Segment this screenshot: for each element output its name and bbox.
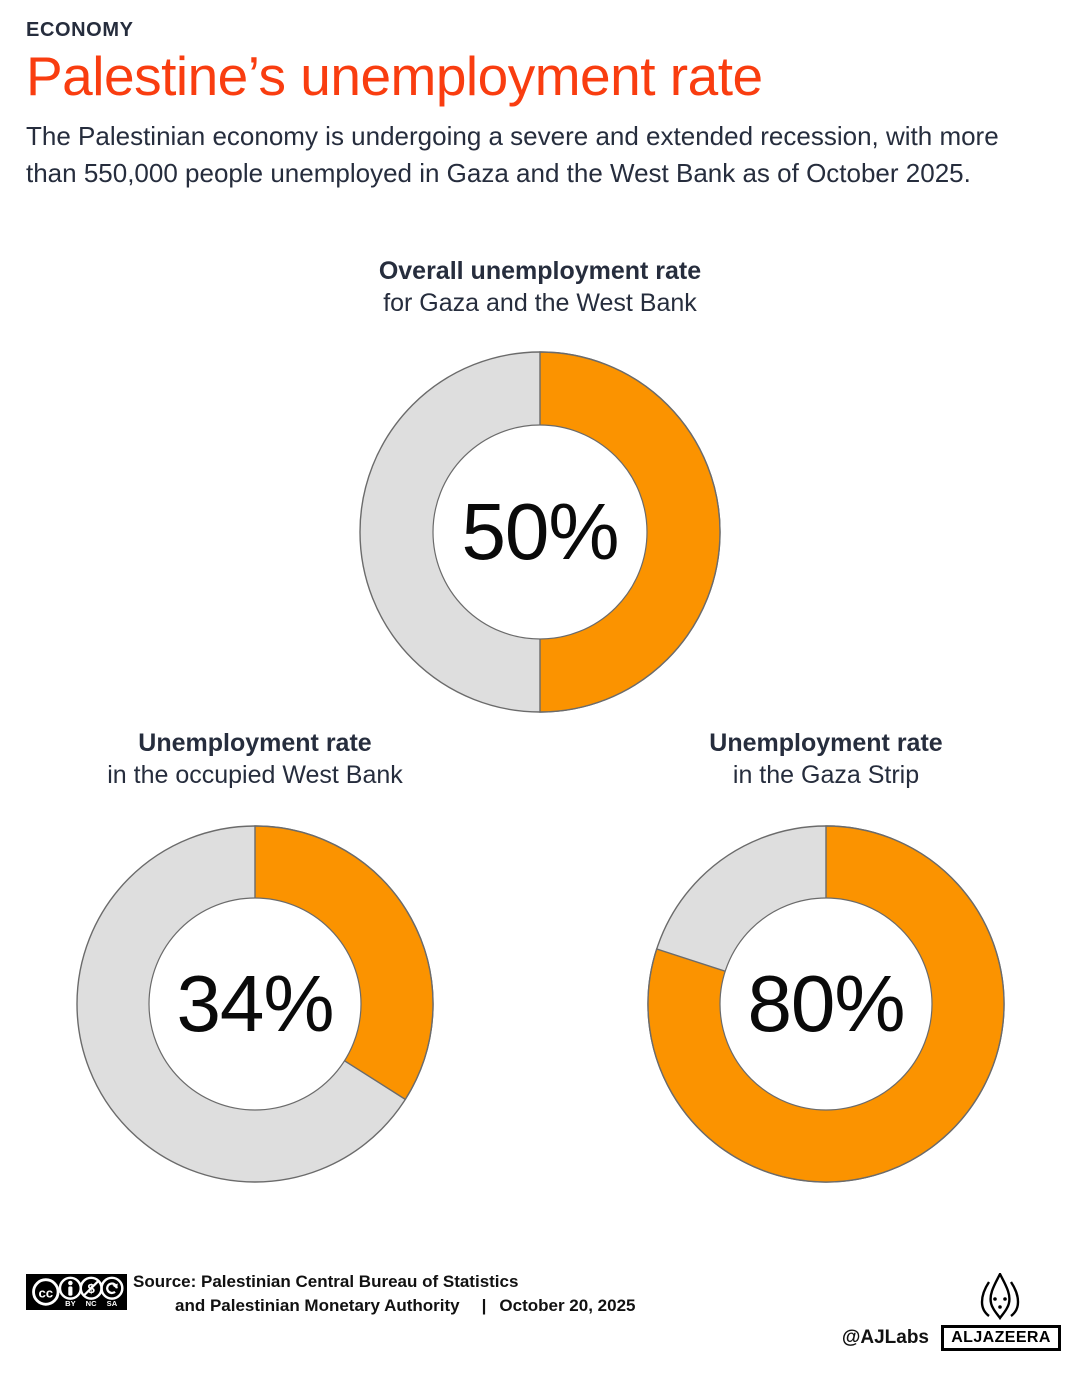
- creative-commons-license-icon: cc BY $ NC SA: [26, 1274, 127, 1310]
- aljazeera-logo: ALJAZEERA: [941, 1273, 1061, 1351]
- page-title: Palestine’s unemployment rate: [26, 45, 763, 107]
- chart-title-main: Overall unemployment rate: [378, 257, 702, 285]
- source-line-2: and Palestinian Monetary Authority: [175, 1296, 460, 1316]
- donut-chart-overall: Overall unemployment rate for Gaza and t…: [290, 255, 790, 714]
- donut-svg-west-bank: [76, 825, 434, 1183]
- chart-title-west-bank: Unemployment rate in the occupied West B…: [55, 727, 455, 791]
- section-kicker: ECONOMY: [26, 19, 134, 41]
- donut-chart-gaza: Unemployment rate in the Gaza Strip 80%: [626, 727, 1026, 1184]
- aljazeera-calligraphy-icon: [980, 1273, 1020, 1321]
- header: ECONOMY Palestine’s unemployment rate Th…: [26, 18, 1056, 193]
- source-attribution: Source: Palestinian Central Bureau of St…: [133, 1270, 635, 1318]
- ajlabs-handle: @AJLabs: [841, 1327, 929, 1348]
- svg-text:NC: NC: [86, 1299, 97, 1308]
- donut-hole: [148, 897, 362, 1111]
- chart-title-overall: Overall unemployment rate for Gaza and t…: [290, 255, 790, 319]
- svg-text:cc: cc: [38, 1286, 53, 1301]
- svg-text:BY: BY: [65, 1299, 75, 1308]
- cc-badge-svg: cc BY $ NC SA: [28, 1275, 125, 1309]
- footer: cc BY $ NC SA Source: Palestinian Centra…: [0, 1251, 1081, 1351]
- chart-title-sub: in the occupied West Bank: [107, 761, 403, 789]
- svg-text:SA: SA: [107, 1299, 118, 1308]
- donut-hole: [432, 424, 648, 640]
- donut-hole: [719, 897, 933, 1111]
- donut-graphic-overall: 50%: [358, 350, 722, 714]
- chart-title-main: Unemployment rate: [709, 729, 943, 757]
- donut-graphic-west-bank: 34%: [75, 824, 435, 1184]
- donut-graphic-gaza: 80%: [646, 824, 1006, 1184]
- chart-title-sub: for Gaza and the West Bank: [383, 289, 697, 317]
- brand-lockup: @AJLabs ALJAZEERA: [842, 1251, 1061, 1377]
- donut-svg-overall: [359, 351, 721, 713]
- page-standfirst: The Palestinian economy is undergoing a …: [26, 120, 999, 189]
- chart-title-sub: in the Gaza Strip: [732, 761, 920, 789]
- chart-title-gaza: Unemployment rate in the Gaza Strip: [626, 727, 1026, 791]
- donut-chart-west-bank: Unemployment rate in the occupied West B…: [55, 727, 455, 1184]
- publication-date: October 20, 2025: [499, 1296, 636, 1316]
- source-separator: |: [481, 1296, 487, 1316]
- donut-svg-gaza: [647, 825, 1005, 1183]
- aljazeera-wordmark: ALJAZEERA: [941, 1325, 1061, 1351]
- chart-title-main: Unemployment rate: [138, 729, 372, 757]
- donut-value-segment: [647, 825, 1005, 1183]
- source-line-1: Source: Palestinian Central Bureau of St…: [133, 1272, 519, 1291]
